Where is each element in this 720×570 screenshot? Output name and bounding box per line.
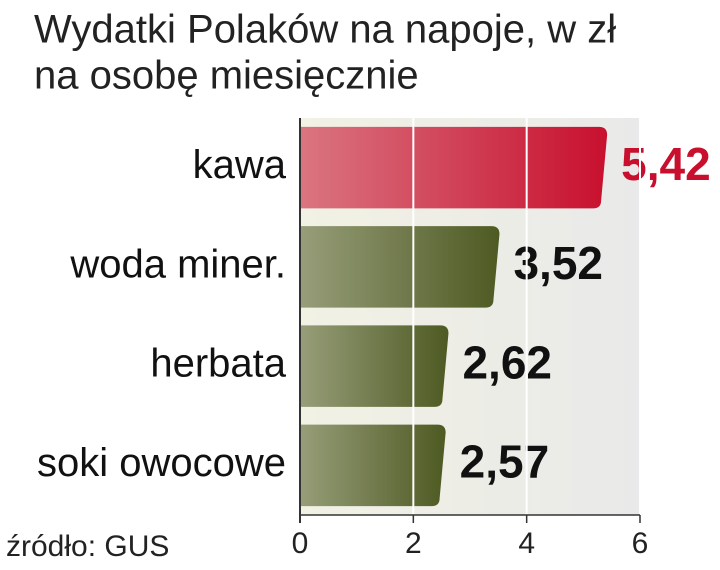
- value-label: 2,62: [462, 336, 552, 388]
- category-label: herbata: [150, 342, 286, 386]
- value-label: 2,57: [460, 436, 550, 488]
- category-label: soki owocowe: [37, 441, 286, 485]
- chart-title: Wydatki Polaków na napoje, w zł: [34, 8, 616, 52]
- x-tick-label: 4: [518, 527, 535, 560]
- x-tick-label: 0: [292, 527, 309, 560]
- bar: [300, 325, 449, 407]
- bar: [300, 226, 500, 308]
- value-label: 5,42: [621, 138, 711, 190]
- category-label: kawa: [193, 143, 287, 187]
- value-label: 3,52: [513, 237, 603, 289]
- source: źródło: GUS: [6, 530, 169, 563]
- bar: [300, 126, 608, 209]
- category-label: woda miner.: [69, 242, 286, 286]
- chart-subtitle: na osobę miesięcznie: [34, 54, 419, 98]
- x-tick-label: 6: [632, 527, 649, 560]
- bar: [300, 424, 446, 507]
- x-tick-label: 2: [405, 527, 422, 560]
